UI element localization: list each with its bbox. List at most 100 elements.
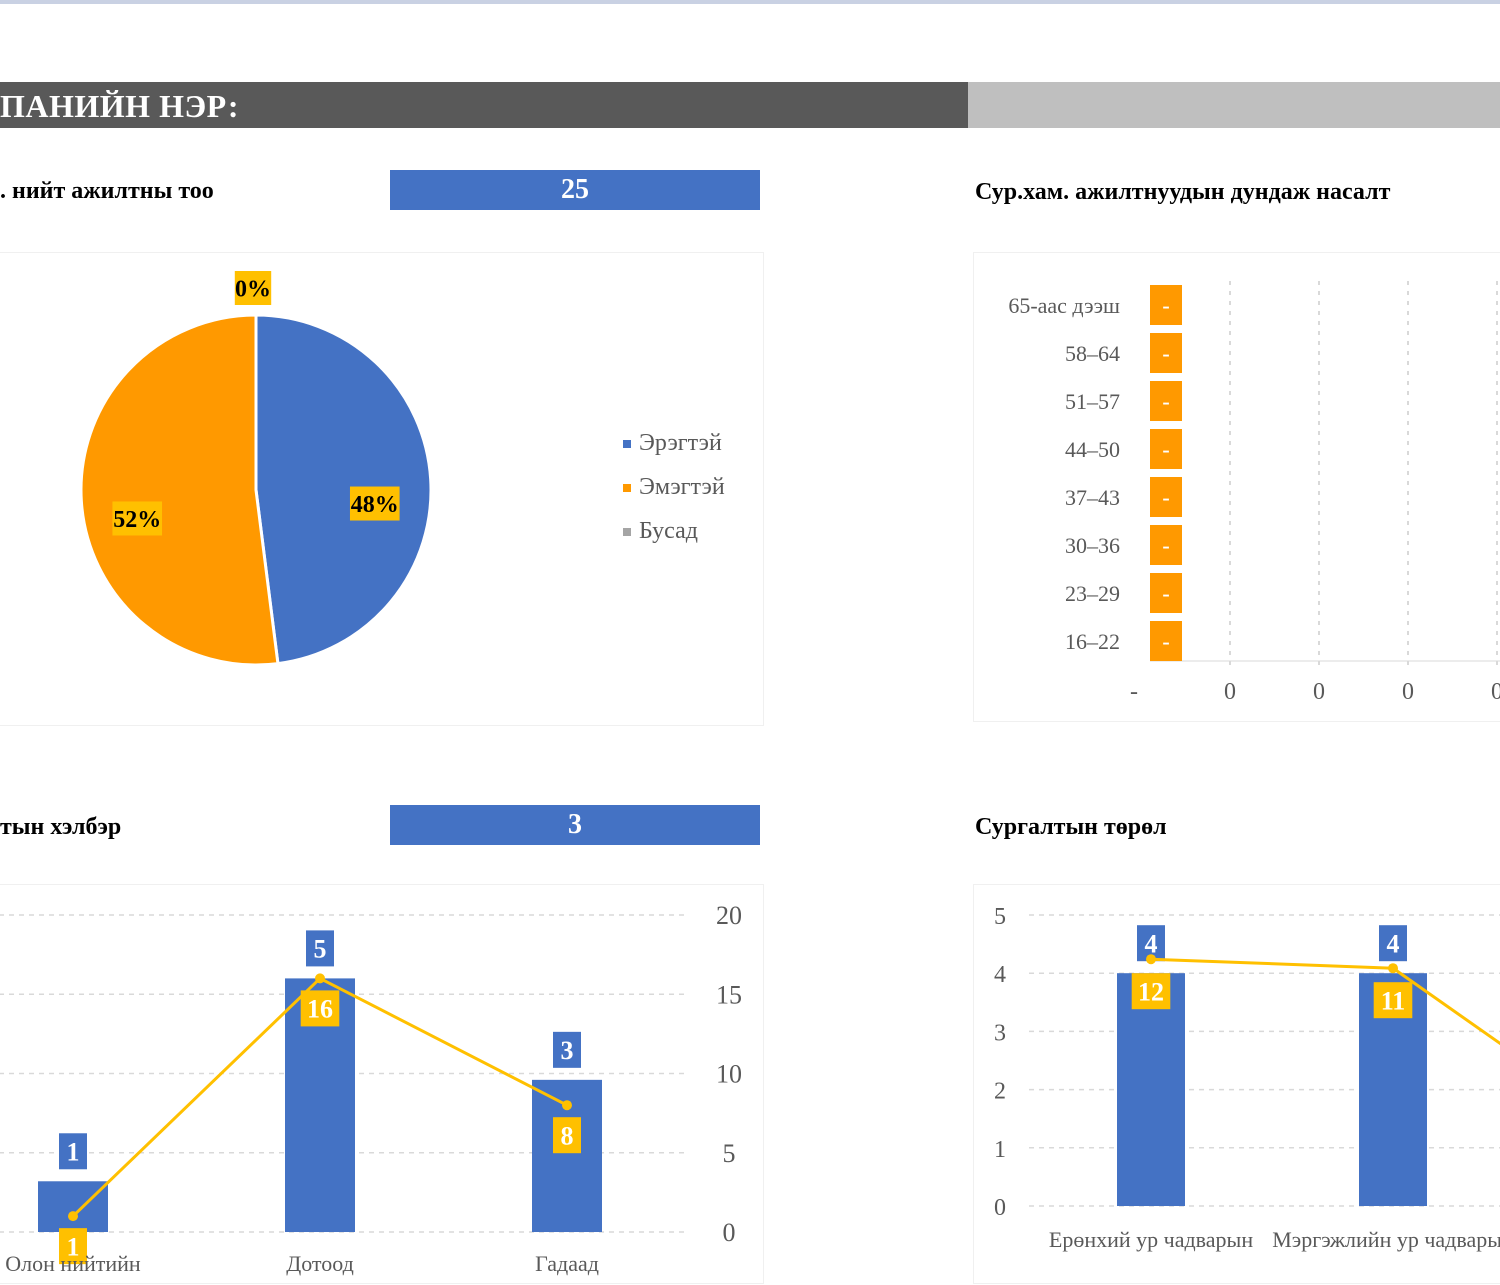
legend-label: Эмэгтэй xyxy=(639,474,725,500)
y-tick-label: 1 xyxy=(994,1137,1006,1163)
type-line-point xyxy=(1146,954,1156,965)
gender-legend: Эрэгтэй Эмэгтэй Бусад xyxy=(623,428,725,546)
pie-data-label-bg xyxy=(112,501,163,536)
type-line-label-bg xyxy=(1373,982,1413,1019)
pie-data-label-bg xyxy=(234,271,272,305)
y-tick-label: 5 xyxy=(723,1139,736,1168)
legend-label: Бусад xyxy=(639,518,698,544)
age-category-label: 51–57 xyxy=(1065,389,1120,414)
y-tick-label: 4 xyxy=(994,962,1006,988)
form-bar-label: 3 xyxy=(561,1036,574,1065)
age-data-label: - xyxy=(1162,293,1169,318)
form-bar-label: 1 xyxy=(67,1137,80,1166)
training-form-label: тын хэлбэр xyxy=(0,814,122,840)
pie-data-label: 0% xyxy=(235,276,271,302)
age-data-label: - xyxy=(1162,389,1169,414)
x-tick-label: 0 xyxy=(1491,679,1500,705)
age-bar xyxy=(1150,573,1182,613)
legend-swatch xyxy=(623,528,631,537)
legend-item-other: Бусад xyxy=(623,516,725,546)
y-tick-label: 15 xyxy=(716,980,742,1009)
age-category-label: 58–64 xyxy=(1065,341,1120,366)
y-tick-label: 2 xyxy=(994,1079,1006,1105)
form-line-point xyxy=(315,973,325,984)
total-employees-label: . нийт ажилтны тоо xyxy=(0,178,214,204)
x-tick-label: 0 xyxy=(1224,679,1236,705)
form-line-label: 1 xyxy=(67,1232,80,1261)
type-bar-label: 4 xyxy=(1387,929,1400,958)
x-tick-label: 0 xyxy=(1402,679,1414,705)
form-line-point xyxy=(68,1211,78,1222)
company-banner xyxy=(0,82,968,128)
legend-item-female: Эмэгтэй xyxy=(623,472,725,502)
age-category-label: 16–22 xyxy=(1065,629,1120,654)
age-bar xyxy=(1150,477,1182,517)
age-bar xyxy=(1150,381,1182,421)
top-border xyxy=(0,0,1500,4)
age-data-label: - xyxy=(1162,341,1169,366)
x-category-label: Мэргэжлийн ур чадварын xyxy=(1272,1227,1500,1252)
type-line-label: 12 xyxy=(1138,977,1164,1006)
type-line-label-bg xyxy=(1131,973,1171,1010)
age-bar xyxy=(1150,429,1182,469)
y-tick-label: 0 xyxy=(723,1218,736,1247)
pie-slice xyxy=(254,313,433,666)
x-tick-label: - xyxy=(1130,679,1138,705)
form-bar-label-bg xyxy=(59,1133,87,1170)
age-data-label: - xyxy=(1162,533,1169,558)
y-tick-label: 10 xyxy=(716,1060,742,1089)
training-type-label: Сургалтын төрөл xyxy=(975,814,1167,840)
training-type-chart: 5 4 3 2 1 0 4 4 12 11 Ерөнхий ур чадварын Мэргэжлий… xyxy=(994,904,1500,1252)
pie-data-label-bg xyxy=(349,486,400,521)
form-line-label-bg xyxy=(59,1228,87,1265)
age-data-label: - xyxy=(1162,629,1169,654)
training-type-panel: 5 4 3 2 1 0 4 4 12 11 Ерөнхий ур чадварын Мэргэжлий… xyxy=(973,884,1500,1284)
type-line-point xyxy=(1388,963,1398,974)
form-line-label: 8 xyxy=(561,1121,574,1150)
x-category-label: Дотоод xyxy=(286,1251,354,1276)
x-category-label: Олон нийтийн xyxy=(5,1251,141,1276)
gender-pie-chart: 48% 52% 0% xyxy=(79,271,433,667)
x-category-label: Гадаад xyxy=(535,1251,599,1276)
age-category-label: 30–36 xyxy=(1065,533,1120,558)
age-chart-panel: 65-аас дээш - 58–64 - 51–57 - 44–50 - 37–43 - 30–3… xyxy=(973,252,1500,722)
age-bar xyxy=(1150,621,1182,661)
legend-swatch xyxy=(623,484,631,493)
age-bar xyxy=(1150,285,1182,325)
form-bar-label: 5 xyxy=(314,935,327,964)
form-line-label-bg xyxy=(300,990,340,1027)
age-data-label: - xyxy=(1162,581,1169,606)
pie-data-label: 48% xyxy=(351,492,399,518)
type-bar-label: 4 xyxy=(1145,929,1158,958)
form-bar-label-bg xyxy=(553,1031,581,1068)
y-tick-label: 20 xyxy=(716,901,742,930)
type-line-label: 11 xyxy=(1381,986,1406,1015)
training-form-panel: 20 15 10 5 0 1 5 3 1 16 8 Олон нийтийн Дотоод Гадаад xyxy=(0,884,764,1284)
company-name-label: ПАНИЙН НЭР: xyxy=(0,88,240,124)
y-tick-label: 3 xyxy=(994,1020,1006,1046)
age-category-label: 23–29 xyxy=(1065,581,1120,606)
form-line-point xyxy=(562,1100,572,1111)
pie-slice xyxy=(79,313,280,667)
legend-label: Эрэгтэй xyxy=(639,430,722,456)
x-tick-label: 0 xyxy=(1313,679,1325,705)
age-bar xyxy=(1150,333,1182,373)
form-bar-label-bg xyxy=(306,930,334,967)
age-category-label: 65-аас дээш xyxy=(1008,293,1120,318)
type-bar-label-bg xyxy=(1379,925,1407,962)
y-tick-label: 5 xyxy=(994,904,1006,930)
y-tick-label: 0 xyxy=(994,1195,1006,1221)
age-bar xyxy=(1150,525,1182,565)
training-form-value: 3 xyxy=(390,805,760,845)
age-category-label: 44–50 xyxy=(1065,437,1120,462)
legend-swatch xyxy=(623,440,631,449)
age-distribution-label: Сур.хам. ажилтнуудын дундаж насалт xyxy=(975,179,1391,205)
legend-item-male: Эрэгтэй xyxy=(623,428,725,458)
age-category-label: 37–43 xyxy=(1065,485,1120,510)
gender-chart-panel: 48% 52% 0% Эрэгтэй Эмэгтэй Бусад xyxy=(0,252,764,726)
company-banner-fill xyxy=(968,82,1500,128)
x-category-label: Ерөнхий ур чадварын xyxy=(1049,1227,1253,1252)
age-bar-chart: 65-аас дээш - 58–64 - 51–57 - 44–50 - 37–43 - 30–3… xyxy=(1008,281,1500,705)
form-line-label: 16 xyxy=(307,995,333,1024)
